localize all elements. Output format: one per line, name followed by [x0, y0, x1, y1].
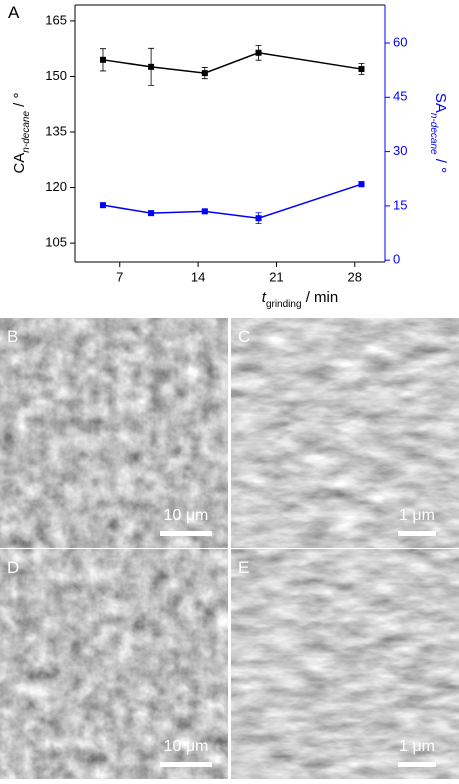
sem-images: B 10 μm C 1 μm D 10 μm E 1 μm [0, 318, 459, 779]
y-tick-label: 150 [45, 68, 67, 83]
panel-label: A [8, 3, 20, 22]
marker [255, 215, 262, 222]
scale-bar-label: 10 μm [164, 738, 209, 755]
scale-bar-label: 10 μm [164, 507, 209, 524]
y-tick-label: 165 [45, 12, 67, 27]
scale-bar [398, 531, 436, 536]
sem-image [0, 549, 228, 779]
y2-tick-label: 30 [393, 143, 407, 158]
series-line [102, 51, 362, 74]
y2-label-sub: n-decane [428, 113, 439, 155]
image-label: C [238, 327, 250, 346]
image-label: B [7, 327, 18, 346]
scale-bar [398, 762, 436, 767]
marker [201, 70, 208, 77]
marker [201, 208, 208, 215]
marker [358, 66, 365, 73]
marker [148, 63, 155, 70]
y2-tick-label: 15 [393, 197, 407, 212]
sem-image [231, 549, 459, 779]
y2-axis-label: SAn-decane / ° [428, 93, 449, 173]
y-label-main: CA [11, 153, 28, 174]
x-label-main: t [262, 289, 267, 306]
y2-tick-label: 0 [393, 252, 400, 267]
marker [148, 210, 155, 217]
y2-label-main: SA [432, 93, 449, 113]
marker [99, 56, 106, 63]
y2-tick-label: 45 [393, 89, 407, 104]
y-label-unit: / ° [11, 92, 28, 111]
sem-image [231, 318, 459, 548]
x-label-unit: / min [302, 289, 339, 306]
marker [358, 181, 365, 188]
scale-bar [160, 762, 212, 767]
x-tick-label: 21 [269, 269, 283, 284]
sem-image [0, 318, 228, 548]
y2-tick-label: 60 [393, 34, 407, 49]
x-axis-label: tgrinding / min [262, 289, 338, 310]
series-line [102, 183, 362, 219]
x-tick-label: 7 [116, 269, 123, 284]
x-tick-label: 14 [191, 269, 205, 284]
y-label-sub: n-decane [21, 111, 32, 153]
image-label: D [7, 558, 19, 577]
scale-bar-label: 1 μm [399, 507, 435, 524]
scale-bar-label: 1 μm [399, 738, 435, 755]
marker [99, 202, 106, 209]
marker [255, 49, 262, 56]
y-tick-label: 135 [45, 123, 67, 138]
scale-bar [160, 531, 212, 536]
y-tick-label: 120 [45, 179, 67, 194]
y-axis-label: CAn-decane / ° [11, 92, 32, 173]
image-label: E [238, 558, 249, 577]
x-label-sub: grinding [266, 299, 302, 310]
x-tick-label: 28 [348, 269, 362, 284]
y-tick-label: 105 [45, 235, 67, 250]
y2-label-unit: / ° [432, 155, 449, 174]
